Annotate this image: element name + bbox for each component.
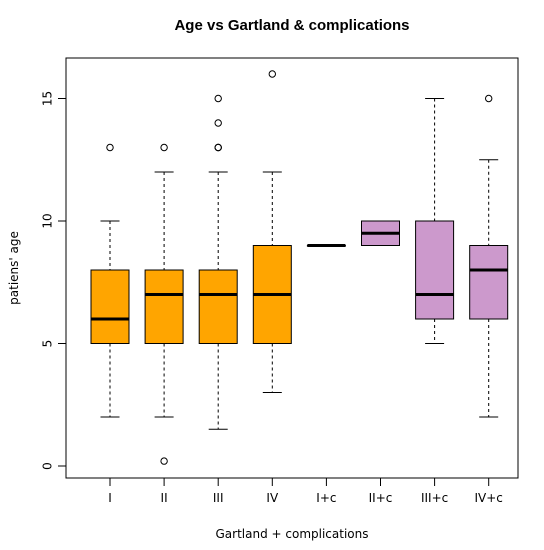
y-axis-label: patiens' age [7,231,21,305]
x-axis: I II III IV I+c II+c III+c IV+c [108,477,503,505]
box-body [469,245,509,320]
y-tick-label: 0 [41,462,55,470]
box-i [90,143,130,418]
box-body [144,269,184,344]
box-iii-plus-c [415,98,455,344]
box-iv-plus-c [469,94,509,418]
outlier-point [485,94,493,103]
x-tick-label: I+c [316,491,336,505]
box-body [415,220,455,320]
box-series [90,70,509,465]
x-axis-label: Gartland + complications [216,527,369,541]
x-tick-label: II+c [369,491,393,505]
outlier-point [268,70,276,78]
chart-title: Age vs Gartland & complications [174,17,409,34]
box-body [90,269,130,344]
box-ii-plus-c [361,220,400,246]
y-axis: 0 5 10 15 [41,91,67,470]
x-tick-label: III [213,491,224,505]
outlier-point [160,143,168,152]
box-ii [144,143,184,465]
box-iv [252,70,292,393]
x-tick-label: IV+c [474,491,502,505]
box-body [198,269,238,344]
y-tick-label: 15 [41,91,55,106]
x-tick-label: III+c [421,491,448,505]
x-tick-label: I [108,491,112,505]
outlier-point [106,143,114,152]
box-iii [198,94,238,430]
box-i-plus-c [306,244,346,247]
outlier-point [214,119,222,127]
x-tick-label: II [161,491,168,505]
y-tick-label: 10 [41,213,55,228]
y-tick-label: 5 [41,340,55,348]
outlier-point [214,94,222,103]
x-tick-label: IV [266,491,279,505]
outlier-point [214,143,222,152]
outlier-point [160,457,168,465]
